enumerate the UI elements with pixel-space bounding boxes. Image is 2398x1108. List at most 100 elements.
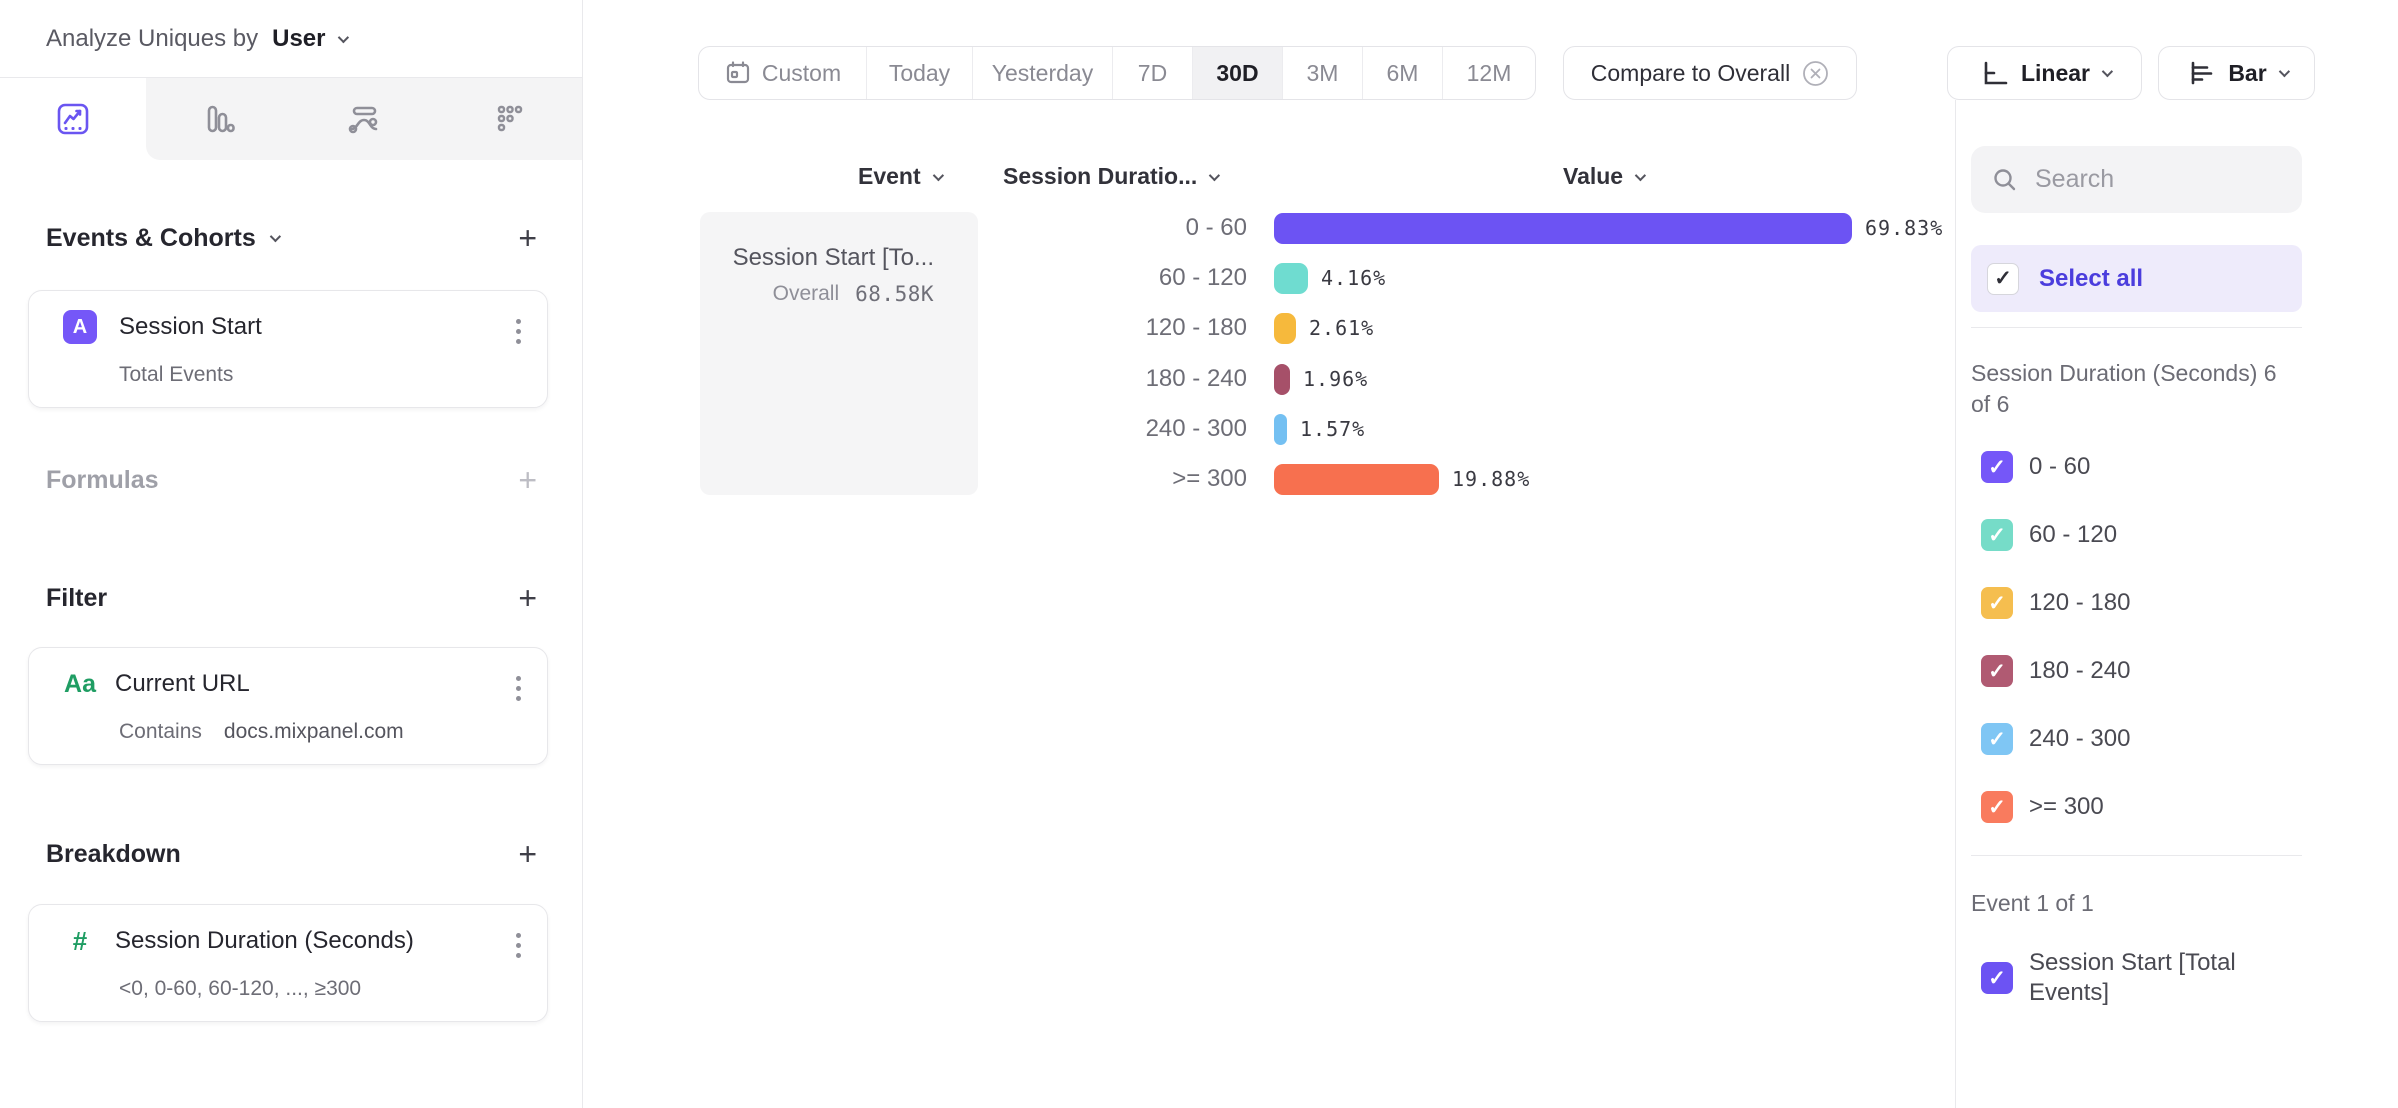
legend-checkbox[interactable]: ✓ xyxy=(1981,451,2013,483)
legend-checkbox[interactable]: ✓ xyxy=(1981,655,2013,687)
insights-chart-icon xyxy=(54,100,92,138)
compare-to-overall-chip[interactable]: Compare to Overall xyxy=(1563,46,1857,100)
column-header-value[interactable]: Value xyxy=(1563,163,1647,190)
remove-compare-icon[interactable] xyxy=(1802,60,1829,87)
date-range-custom[interactable]: Custom xyxy=(699,47,867,99)
legend-item-120-180[interactable]: ✓ 120 - 180 xyxy=(1981,587,2302,619)
date-range-label: 7D xyxy=(1137,59,1168,86)
date-range-6m[interactable]: 6M xyxy=(1363,47,1443,99)
column-header-event[interactable]: Event xyxy=(858,163,944,190)
legend-label: 180 - 240 xyxy=(2029,657,2131,684)
events-cohorts-section-header: Events & Cohorts + xyxy=(46,218,537,258)
bar-segment[interactable] xyxy=(1274,413,1287,445)
filter-value: docs.mixpanel.com xyxy=(223,720,404,743)
tab-flows[interactable] xyxy=(291,78,437,160)
scale-dropdown[interactable]: Linear xyxy=(1947,46,2142,100)
legend-search[interactable] xyxy=(1971,146,2302,213)
bar-value-label: 19.88% xyxy=(1452,467,1531,491)
text-property-icon: Aa xyxy=(64,669,96,698)
filter-card-menu-icon[interactable] xyxy=(512,672,525,705)
date-range-12m[interactable]: 12M xyxy=(1443,47,1535,99)
legend-label: 0 - 60 xyxy=(2029,453,2091,480)
legend-divider xyxy=(1971,327,2302,328)
legend-item-180-240[interactable]: ✓ 180 - 240 xyxy=(1981,655,2302,687)
bar-segment[interactable] xyxy=(1274,463,1439,495)
date-range-label: 30D xyxy=(1216,59,1259,86)
add-filter-button[interactable]: + xyxy=(518,580,537,616)
legend-checkbox[interactable]: ✓ xyxy=(1981,519,2013,551)
column-header-label: Session Duratio... xyxy=(1003,163,1198,189)
events-cohorts-title[interactable]: Events & Cohorts xyxy=(46,224,281,253)
add-event-button[interactable]: + xyxy=(518,220,537,256)
overall-value: 68.58K xyxy=(855,282,934,306)
event-row-cell: Session Start [To... Overall 68.58K xyxy=(700,212,978,495)
date-range-today[interactable]: Today xyxy=(867,47,973,99)
legend-checkbox[interactable]: ✓ xyxy=(1981,723,2013,755)
event-row-title: Session Start [To... xyxy=(732,244,934,271)
legend-checkbox[interactable]: ✓ xyxy=(1981,791,2013,823)
legend-group-title-event: Event 1 of 1 xyxy=(1971,890,2094,916)
event-card[interactable]: A Session Start Total Events xyxy=(28,290,548,408)
event-series-badge: A xyxy=(63,310,97,344)
search-input[interactable] xyxy=(2035,165,2265,194)
legend-item-60-120[interactable]: ✓ 60 - 120 xyxy=(1981,519,2302,551)
category-label: 60 - 120 xyxy=(1158,264,1247,291)
select-all-checkbox[interactable]: ✓ xyxy=(1987,262,2019,295)
column-header-breakdown[interactable]: Session Duratio... xyxy=(1003,163,1221,190)
linear-axis-icon xyxy=(1979,58,2009,88)
date-range-7d[interactable]: 7D xyxy=(1113,47,1193,99)
chevron-down-icon xyxy=(932,169,944,181)
event-card-subtitle: Total Events xyxy=(119,363,234,386)
select-all-row[interactable]: ✓ Select all xyxy=(1971,245,2302,312)
date-range-control: Custom Today Yesterday 7D 30D 3M 6M 12M xyxy=(698,46,1536,100)
compare-chip-label: Compare to Overall xyxy=(1590,59,1791,86)
date-range-30d[interactable]: 30D xyxy=(1193,47,1283,99)
legend-group-title-breakdown: Session Duration (Seconds) 6 of 6 xyxy=(1971,360,2277,417)
date-range-label: Today xyxy=(888,59,951,86)
legend-item-gte-300[interactable]: ✓ >= 300 xyxy=(1981,791,2302,823)
date-range-label: Custom xyxy=(761,59,842,86)
chevron-down-icon xyxy=(1209,169,1221,181)
bar-segment[interactable] xyxy=(1274,363,1290,395)
select-all-label: Select all xyxy=(2039,264,2144,292)
formulas-section-header: Formulas + xyxy=(46,460,537,500)
tab-funnels[interactable] xyxy=(145,78,291,160)
legend-item-session-start[interactable]: ✓ Session Start [Total Events] xyxy=(1981,948,2302,1008)
bar-row: 0 - 60 69.83% xyxy=(900,212,1943,244)
column-header-label: Event xyxy=(858,163,921,189)
bar-value-label: 69.83% xyxy=(1865,216,1944,240)
funnels-bars-icon xyxy=(199,100,237,138)
bar-segment[interactable] xyxy=(1274,312,1296,344)
legend-item-0-60[interactable]: ✓ 0 - 60 xyxy=(1981,451,2302,483)
breakdown-card[interactable]: # Session Duration (Seconds) <0, 0-60, 6… xyxy=(28,904,548,1022)
legend-checkbox[interactable]: ✓ xyxy=(1981,587,2013,619)
add-formula-button[interactable]: + xyxy=(518,462,537,498)
filter-card[interactable]: Aa Current URL Contains docs.mixpanel.co… xyxy=(28,647,548,765)
search-icon xyxy=(1991,166,2019,194)
event-item-checkbox[interactable]: ✓ xyxy=(1981,962,2013,994)
event-card-title: Session Start xyxy=(119,313,262,340)
analyze-by-selector[interactable]: User xyxy=(272,25,349,53)
chevron-down-icon xyxy=(2101,65,2114,78)
bar-value-label: 1.96% xyxy=(1303,367,1369,391)
bar-row: 180 - 240 1.96% xyxy=(900,363,1368,395)
tab-retention[interactable] xyxy=(436,78,582,160)
chevron-down-icon xyxy=(337,31,349,43)
date-range-3m[interactable]: 3M xyxy=(1283,47,1363,99)
breakdown-card-menu-icon[interactable] xyxy=(512,929,525,962)
column-header-label: Value xyxy=(1563,163,1624,189)
bar-segment[interactable] xyxy=(1274,212,1852,244)
bar-value-label: 2.61% xyxy=(1309,316,1375,340)
date-range-yesterday[interactable]: Yesterday xyxy=(973,47,1113,99)
retention-dots-icon xyxy=(490,100,528,138)
bar-segment[interactable] xyxy=(1274,262,1308,294)
category-label: 240 - 300 xyxy=(1145,415,1247,442)
legend-item-240-300[interactable]: ✓ 240 - 300 xyxy=(1981,723,2302,755)
category-label: 0 - 60 xyxy=(1185,214,1247,241)
legend-label: Session Start [Total Events] xyxy=(2029,949,2236,1006)
add-breakdown-button[interactable]: + xyxy=(518,836,537,872)
tab-insights[interactable] xyxy=(0,78,146,160)
event-card-menu-icon[interactable] xyxy=(512,315,525,348)
chart-type-dropdown[interactable]: Bar xyxy=(2158,46,2315,100)
